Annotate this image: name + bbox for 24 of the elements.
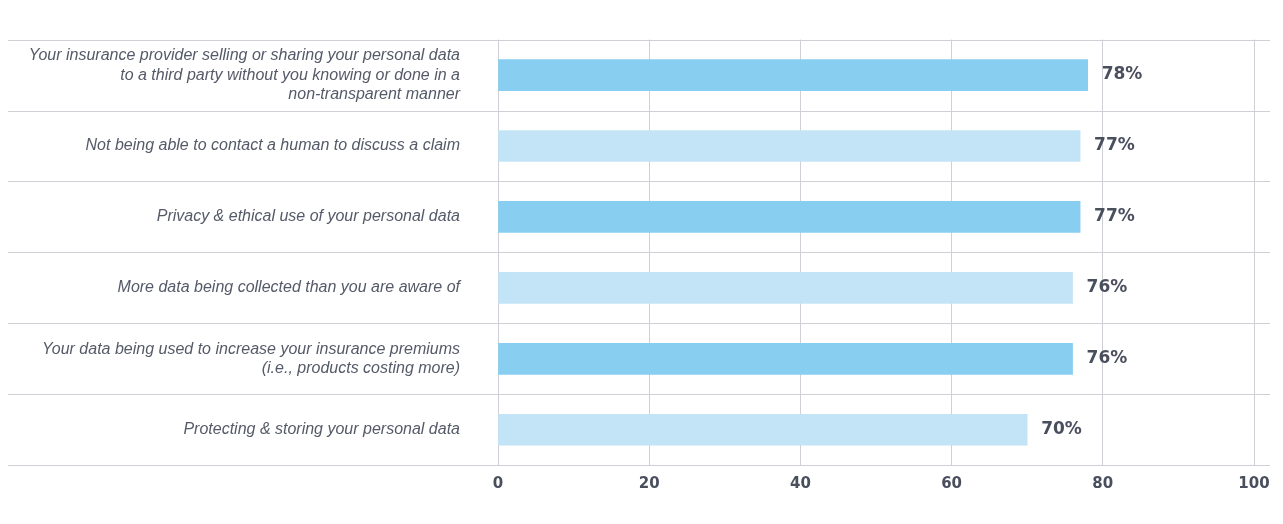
data-label: 77% (1094, 134, 1135, 155)
x-tick-label: 40 (789, 474, 811, 493)
x-tick-label: 60 (941, 474, 963, 493)
bar (498, 413, 1028, 446)
y-tick-label: Your data being used to increase your insurance premiums (i.e., products costing more) (41, 339, 460, 376)
bar (498, 59, 1089, 91)
x-tick-label: 80 (1092, 474, 1114, 493)
data-label: 77% (1094, 205, 1135, 226)
data-label: 70% (1041, 418, 1082, 439)
bar (498, 130, 1081, 162)
bar (498, 272, 1073, 304)
bar (498, 342, 1073, 375)
x-tick-label: 20 (638, 474, 660, 493)
data-label: 76% (1086, 276, 1128, 297)
y-tick-label: Your insurance provider selling or sharing your personal data to a third party without you knowing or done in a non-transparent manner (28, 46, 461, 102)
y-tick-label: Protecting & storing your personal data (183, 420, 461, 438)
x-tick-label: 100 (1238, 474, 1270, 493)
y-tick-label: Not being able to contact a human to discuss a claim (85, 136, 460, 154)
x-tick-label: 0 (492, 474, 504, 493)
data-label: 78% (1101, 63, 1143, 84)
y-tick-label: Privacy & ethical use of your personal data (156, 207, 461, 225)
data-label: 76% (1086, 347, 1128, 368)
bar (498, 201, 1081, 233)
y-tick-label: More data being collected than you are aware of (117, 278, 462, 296)
